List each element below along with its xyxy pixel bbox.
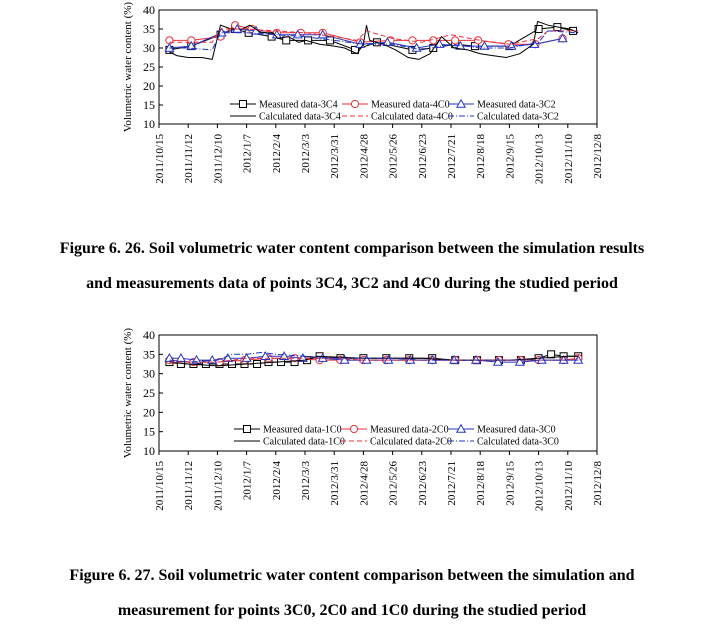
x-tick-label: 2012/11/10: [563, 461, 575, 511]
legend-label-measured-data-1c0: Measured data-1C0: [263, 425, 342, 436]
data-point-measured-data-3c4: [534, 25, 543, 33]
data-point-measured-data-3c2: [557, 33, 568, 43]
legend-marker-measured-data-4c0: [350, 99, 360, 109]
legend-marker-measured-data-1c0: [243, 425, 251, 433]
chart-figure-6-26: 10 15 20 25 30 35 40 Volumetric water content (…: [122, 2, 604, 185]
legend-label-calculated-data-4c0: Calculated data-4C0: [371, 112, 453, 123]
legend-marker-measured-data-2c0: [349, 424, 359, 434]
series-line-measured-data-3c0: [169, 355, 579, 363]
x-tick-label: 2012/7/21: [446, 461, 458, 506]
data-point-measured-data-3c0: [207, 354, 218, 364]
y-tick-label: 10: [143, 444, 155, 458]
data-point-measured-data-3c0: [279, 351, 290, 360]
x-tick-label: 2012/4/28: [358, 134, 370, 179]
x-tick-label: 2011/11/12: [183, 461, 195, 510]
legend-label-calculated-data-2c0: Calculated data-2C0: [370, 437, 452, 448]
series-line-calculated-data-3c0: [169, 351, 579, 363]
data-point-measured-data-3c0: [241, 352, 252, 362]
legend-label-measured-data-3c2: Measured data-3C2: [477, 100, 556, 111]
data-point-measured-data-4c0: [408, 36, 417, 45]
legend-label-measured-data-4c0: Measured data-4C0: [371, 100, 450, 111]
data-point-measured-data-3c2: [479, 40, 490, 50]
data-point-measured-data-3c0: [260, 351, 271, 360]
data-point-measured-data-3c2: [186, 40, 197, 50]
x-tick-label: 2011/10/15: [154, 461, 166, 511]
x-tick-label: 2012/4/28: [358, 461, 370, 506]
chart-figure-6-27: 10 15 20 25 30 35 40 Volumetric water content (…: [122, 328, 604, 512]
caption-line: measurement for points 3C0, 2C0 and 1C0 …: [117, 602, 587, 619]
x-tick-label: 2012/1/7: [242, 134, 254, 174]
x-tick-label: 2012/5/26: [388, 461, 400, 506]
y-tick-label: 10: [143, 117, 155, 131]
data-point-measured-data-3c0: [492, 356, 503, 366]
series-line-calculated-data-4c0: [169, 28, 579, 45]
y-tick-label: 30: [143, 367, 155, 381]
y-axis-label: Volumetric water content (%): [122, 2, 134, 133]
x-tick-label: 2012/6/23: [417, 134, 429, 179]
legend-label-measured-data-2c0: Measured data-2C0: [370, 425, 449, 436]
data-point-measured-data-3c0: [222, 352, 233, 362]
x-tick-label: 2012/5/26: [388, 134, 400, 179]
y-tick-label: 25: [143, 386, 155, 400]
x-tick-label: 2012/9/15: [504, 134, 516, 179]
y-axis-label: Volumetric water content (%): [122, 328, 134, 459]
series-line-calculated-data-3c2: [169, 30, 579, 51]
x-tick-label: 2011/12/10: [212, 134, 224, 184]
x-tick-label: 2012/3/31: [329, 461, 341, 506]
data-point-measured-data-3c0: [514, 356, 525, 366]
legend-label-measured-data-3c4: Measured data-3C4: [259, 100, 338, 111]
data-point-measured-data-4c0: [451, 36, 460, 45]
x-tick-label: 2012/2/4: [271, 134, 283, 174]
legend-label-measured-data-3c0: Measured data-3C0: [477, 425, 556, 436]
data-point-measured-data-3c4: [351, 45, 360, 54]
data-point-measured-data-3c0: [339, 354, 350, 364]
legend-label-calculated-data-3c0: Calculated data-3C0: [477, 437, 559, 448]
x-tick-label: 2012/11/10: [563, 134, 575, 184]
data-point-measured-data-3c4: [282, 36, 291, 45]
x-tick-label: 2012/2/4: [271, 461, 283, 501]
x-tick-label: 2012/10/13: [534, 134, 546, 185]
y-tick-label: 35: [143, 22, 155, 36]
x-tick-label: 2012/3/31: [329, 134, 341, 179]
y-tick-label: 40: [143, 3, 155, 17]
x-tick-label: 2012/6/23: [417, 461, 429, 506]
data-point-measured-data-3c2: [317, 29, 328, 39]
legend-label-calculated-data-3c4: Calculated data-3C4: [259, 112, 341, 123]
legend-marker-measured-data-3c2: [455, 98, 467, 108]
data-point-measured-data-3c2: [382, 37, 393, 46]
y-tick-label: 30: [143, 41, 155, 55]
x-tick-label: 2012/8/18: [475, 134, 487, 179]
caption-line: Figure 6. 26. Soil volumetric water cont…: [59, 240, 645, 257]
x-tick-label: 2012/7/21: [446, 134, 458, 179]
x-tick-label: 2012/1/7: [242, 461, 254, 501]
x-tick-label: 2012/12/8: [592, 134, 604, 179]
caption-line: Figure 6. 27. Soil volumetric water cont…: [69, 567, 635, 584]
x-tick-label: 2011/11/12: [183, 134, 195, 183]
data-point-measured-data-3c0: [164, 352, 175, 362]
x-tick-label: 2011/12/10: [212, 461, 224, 511]
figure-caption-6-26: Figure 6. 26. Soil volumetric water cont…: [0, 231, 704, 301]
y-tick-label: 40: [143, 328, 155, 342]
x-tick-label: 2012/12/8: [592, 461, 604, 506]
figure-caption-6-27: Figure 6. 27. Soil volumetric water cont…: [0, 558, 704, 628]
x-tick-label: 2012/10/13: [534, 461, 546, 512]
x-tick-label: 2012/8/18: [475, 461, 487, 506]
x-tick-label: 2012/3/3: [300, 461, 312, 501]
y-tick-label: 15: [143, 98, 155, 112]
legend-marker-measured-data-3c4: [239, 100, 247, 108]
x-tick-label: 2012/9/15: [504, 461, 516, 506]
y-tick-label: 15: [143, 425, 155, 439]
legend-marker-measured-data-3c0: [455, 423, 467, 433]
caption-line: and measurements data of points 3C4, 3C2…: [86, 275, 618, 292]
y-tick-label: 25: [143, 60, 155, 74]
y-tick-label: 20: [143, 79, 155, 93]
x-tick-label: 2011/10/15: [154, 134, 166, 184]
x-tick-label: 2012/3/3: [300, 134, 312, 174]
data-point-measured-data-3c4: [326, 36, 335, 45]
data-point-measured-data-1c0: [253, 360, 262, 368]
legend-label-calculated-data-3c2: Calculated data-3C2: [477, 112, 559, 123]
y-tick-label: 20: [143, 405, 155, 419]
y-tick-label: 35: [143, 347, 155, 361]
legend-label-calculated-data-1c0: Calculated data-1C0: [263, 437, 345, 448]
